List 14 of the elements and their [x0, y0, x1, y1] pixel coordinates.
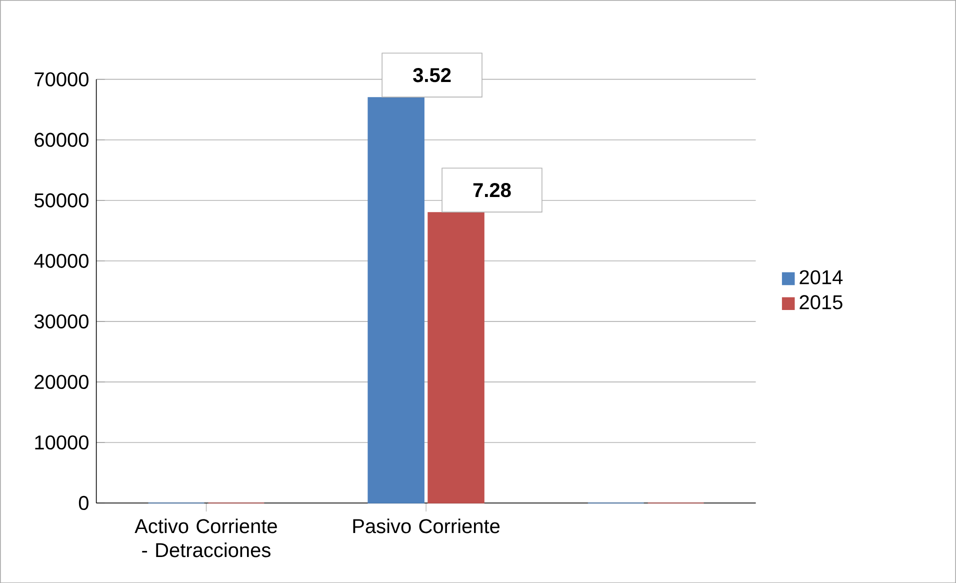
annotation: 3.52: [413, 68, 451, 82]
y-tick-label: 40000: [34, 254, 88, 268]
y-tick-label: 30000: [34, 314, 88, 328]
y-tick-label: 60000: [34, 132, 88, 147]
annotation: 7.28: [473, 182, 511, 198]
y-tick-label: 10000: [35, 435, 88, 450]
x-tick-label: Activo Corriente - Detracciones: [134, 518, 277, 558]
y-tick-label: 50000: [34, 193, 88, 208]
y-tick-label: 70000: [34, 72, 88, 86]
y-tick-label: 20000: [34, 374, 88, 389]
legend-label: 2015: [800, 295, 842, 310]
x-tick-label: Pasivo Corriente: [353, 518, 500, 534]
legend-label: 2014: [800, 270, 843, 284]
y-tick-label: 0: [78, 496, 88, 510]
